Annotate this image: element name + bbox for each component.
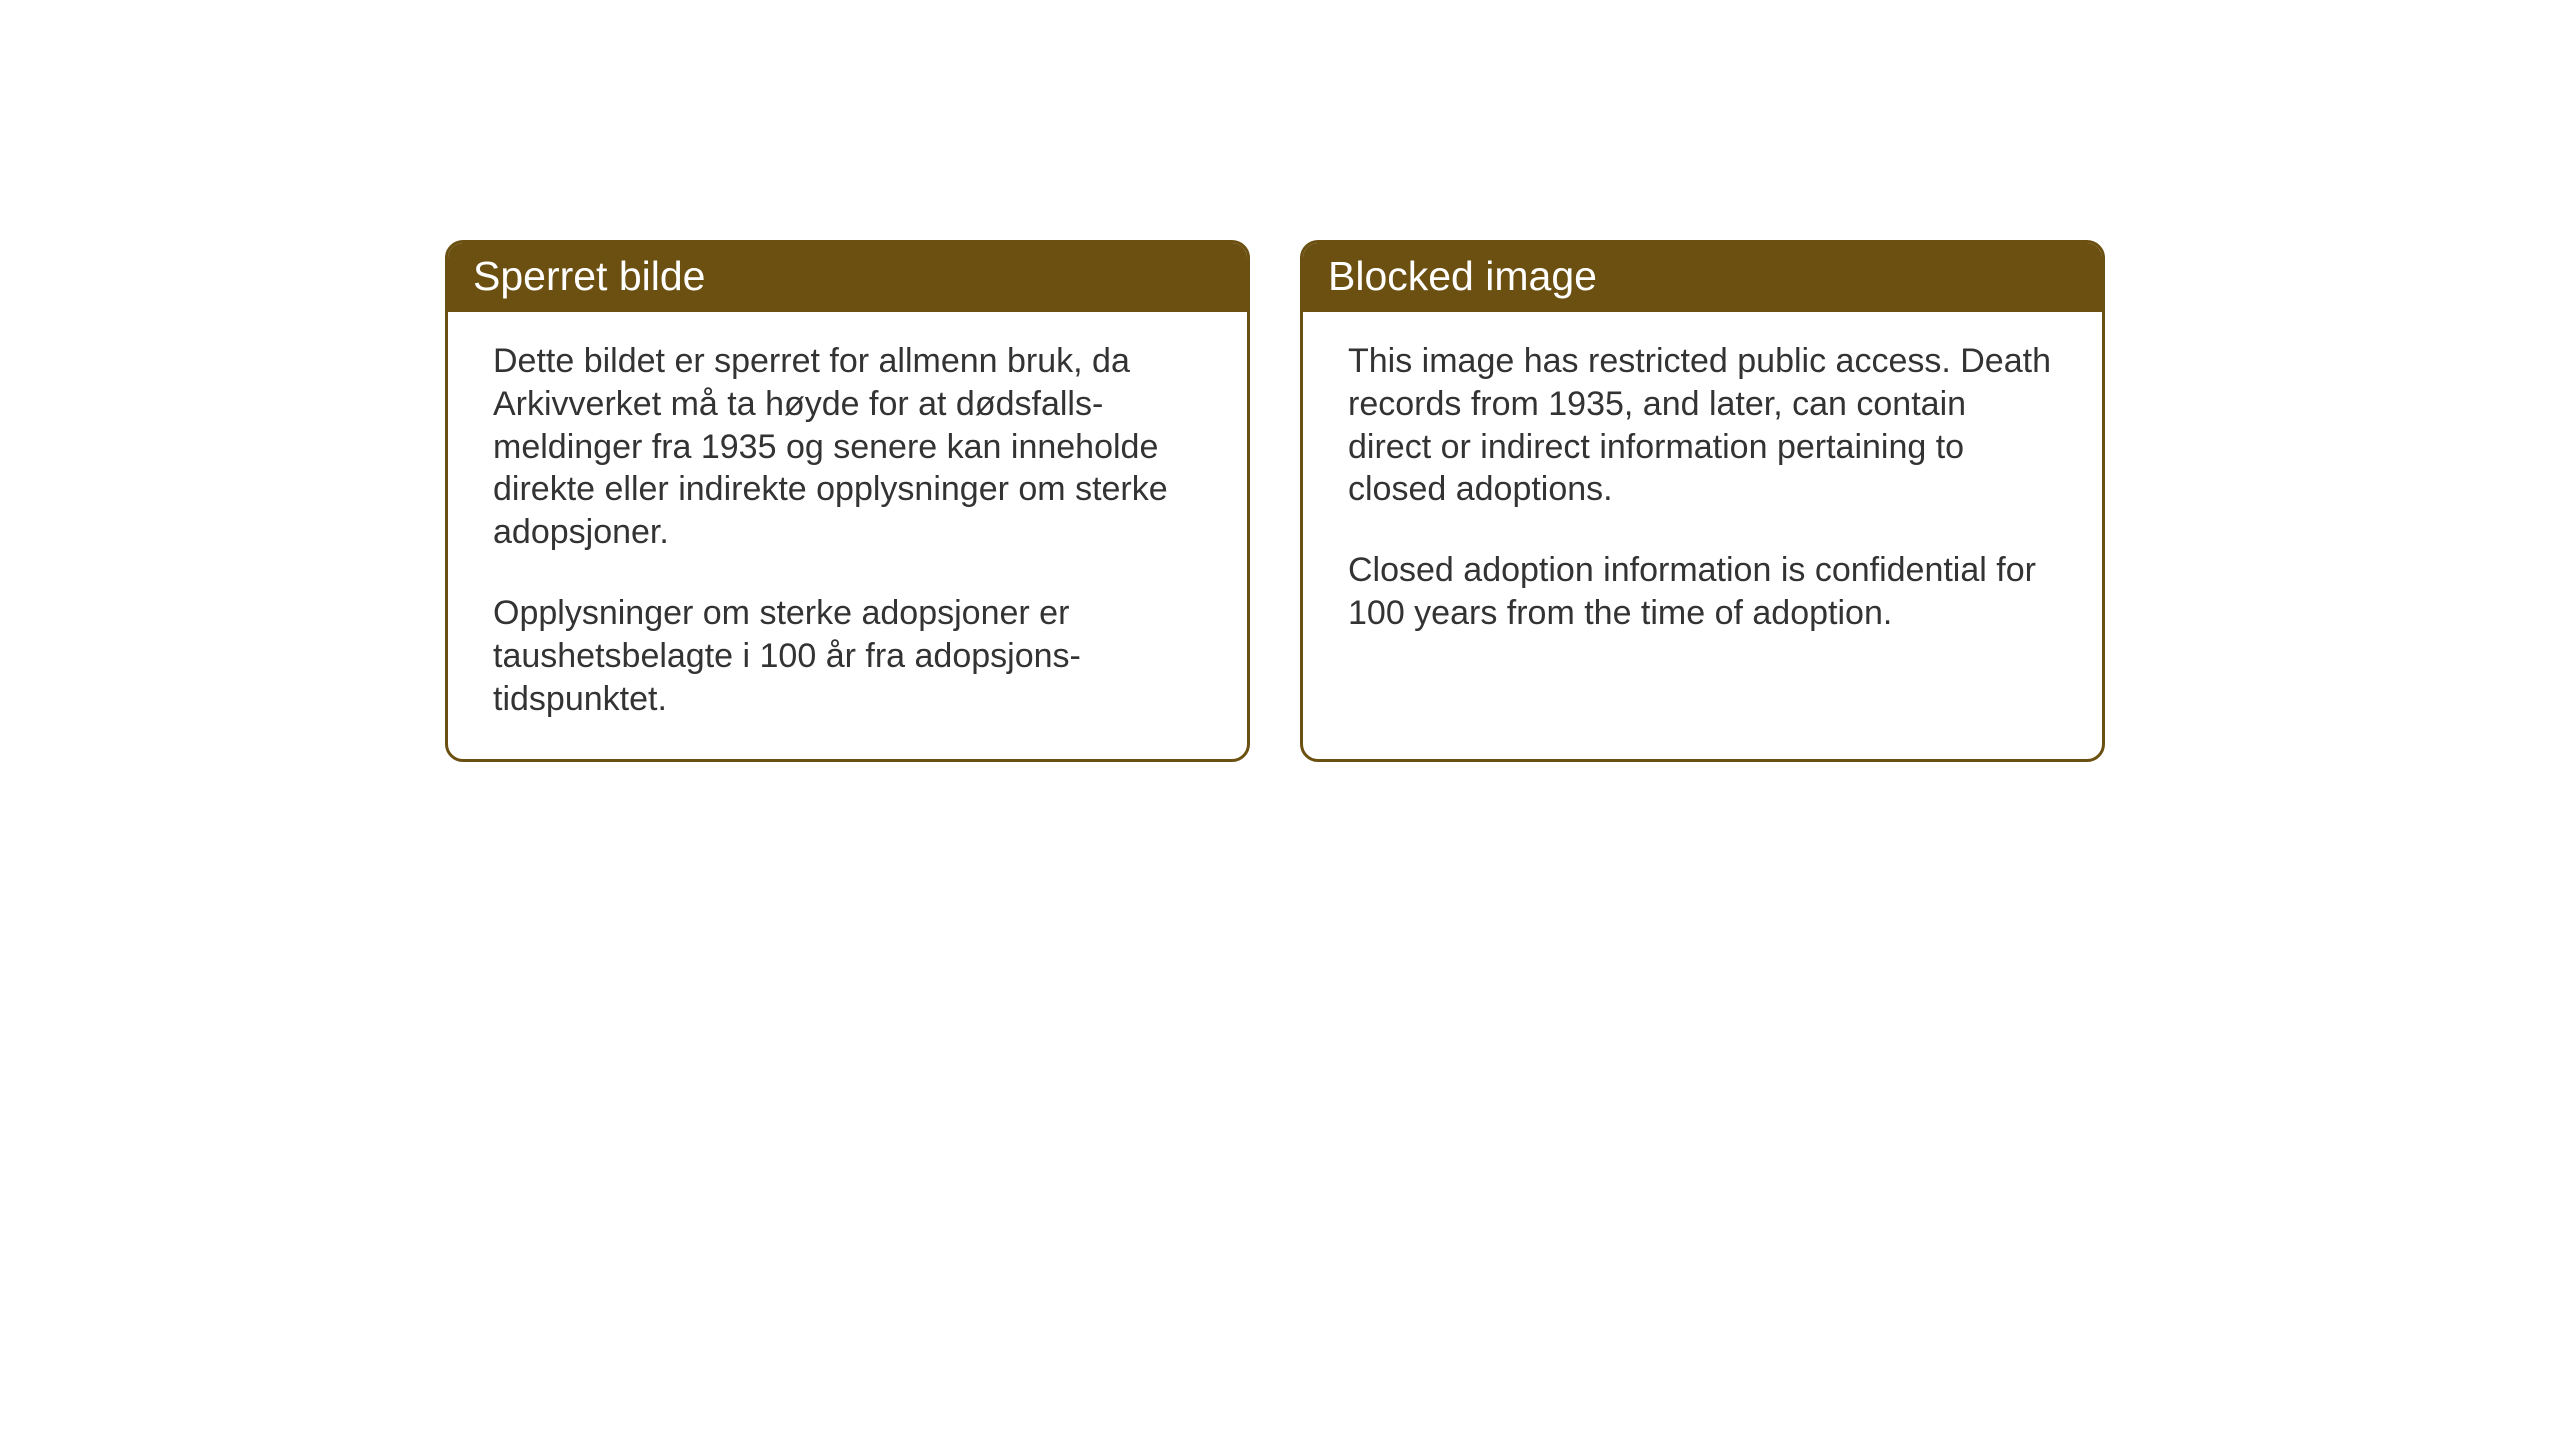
norwegian-paragraph-1: Dette bildet er sperret for allmenn bruk… bbox=[493, 340, 1202, 554]
cards-container: Sperret bilde Dette bildet er sperret fo… bbox=[445, 240, 2105, 762]
english-card-body: This image has restricted public access.… bbox=[1303, 312, 2102, 673]
english-paragraph-2: Closed adoption information is confident… bbox=[1348, 549, 2057, 635]
english-card: Blocked image This image has restricted … bbox=[1300, 240, 2105, 762]
norwegian-card-title: Sperret bilde bbox=[448, 243, 1247, 312]
norwegian-card-body: Dette bildet er sperret for allmenn bruk… bbox=[448, 312, 1247, 759]
english-paragraph-1: This image has restricted public access.… bbox=[1348, 340, 2057, 511]
norwegian-paragraph-2: Opplysninger om sterke adopsjoner er tau… bbox=[493, 592, 1202, 720]
english-card-title: Blocked image bbox=[1303, 243, 2102, 312]
norwegian-card: Sperret bilde Dette bildet er sperret fo… bbox=[445, 240, 1250, 762]
